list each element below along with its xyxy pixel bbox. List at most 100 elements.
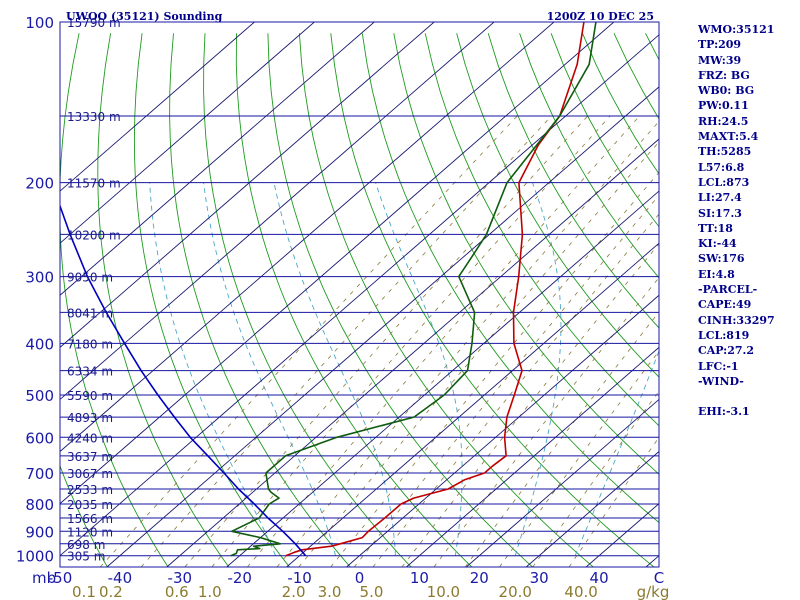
isotherm xyxy=(60,22,435,348)
mixing-ratio-line xyxy=(140,115,552,567)
dry-adiabat xyxy=(60,464,108,567)
isotherm xyxy=(60,22,495,401)
dry-adiabat xyxy=(298,33,594,567)
stat-line: EHI:-3.1 xyxy=(698,405,750,419)
dry-adiabat xyxy=(487,33,659,329)
stat-line: CAPE:49 xyxy=(698,298,752,312)
profile-lines xyxy=(60,22,597,557)
stat-line: L57:6.8 xyxy=(698,160,745,174)
temperature-tick-label: 40 xyxy=(590,569,609,587)
stat-line: WMO:35121 xyxy=(698,23,775,36)
temperature-tick-label: -50 xyxy=(48,569,73,587)
isotherm xyxy=(60,22,555,453)
dewpoint-line xyxy=(230,22,597,557)
temperature-tick-label: 0 xyxy=(355,569,365,587)
temperature-tick-label: -10 xyxy=(287,569,312,587)
isotherm xyxy=(60,22,375,296)
dry-adiabat xyxy=(424,33,659,427)
mixing-ratio-label: 0.2 xyxy=(99,583,123,600)
stat-line: KI:-44 xyxy=(698,237,737,251)
temperature-tick-label: C xyxy=(654,569,664,587)
stat-line: LFC:-1 xyxy=(698,359,739,373)
temperature-tick-label: 30 xyxy=(530,569,549,587)
isotherm xyxy=(286,242,659,567)
dry-adiabat xyxy=(97,33,230,567)
dry-adiabat xyxy=(0,33,47,567)
isotherm xyxy=(346,294,659,567)
height-label: 11570 m xyxy=(67,177,121,191)
dry-adiabat xyxy=(330,33,655,567)
isotherm xyxy=(226,190,659,567)
height-label: 15790 m xyxy=(67,16,121,30)
pressure-tick-label: 200 xyxy=(25,175,54,193)
stat-line: LI:27.4 xyxy=(698,191,742,205)
temperature-tick-label: -30 xyxy=(168,569,193,587)
stat-line: SW:176 xyxy=(698,252,745,266)
height-label: 6334 m xyxy=(67,365,113,379)
dry-adiabat xyxy=(169,33,351,567)
stat-line: -WIND- xyxy=(698,374,744,388)
stat-line: PW:0.11 xyxy=(698,99,749,113)
moist-adiabat xyxy=(574,349,659,556)
mixing-ratio-label: 0.6 xyxy=(165,583,189,600)
stat-line: RH:24.5 xyxy=(698,114,749,128)
temperature-tick-label: 10 xyxy=(410,569,429,587)
height-label: 3637 m xyxy=(67,450,113,464)
height-label: 3067 m xyxy=(67,467,113,481)
height-label: 13330 m xyxy=(67,110,121,124)
mixing-ratio-label: 1.0 xyxy=(198,583,222,600)
stat-line: LCL:819 xyxy=(698,328,750,342)
pressure-tick-label: 300 xyxy=(25,269,54,287)
parcel-line xyxy=(60,203,307,557)
dry-adiabat xyxy=(60,33,169,567)
stat-line: TP:209 xyxy=(698,38,742,52)
header-time: 1200Z 10 DEC 25 xyxy=(547,10,654,23)
isotherm xyxy=(406,346,659,567)
height-label: 8041 m xyxy=(67,306,113,320)
isotherm xyxy=(60,22,315,244)
stat-line: -PARCEL- xyxy=(698,283,758,297)
isotherm xyxy=(60,22,615,505)
mixing-ratio-label: 10.0 xyxy=(427,583,460,600)
isotherm xyxy=(60,22,255,192)
height-label: 698 m xyxy=(67,538,105,552)
height-label: 1120 m xyxy=(67,525,113,539)
dry-adiabat xyxy=(267,33,533,567)
height-label: 4893 m xyxy=(67,411,113,425)
temperature-tick-label: 20 xyxy=(470,569,489,587)
isotherm xyxy=(525,450,659,567)
header-station: UWOO (35121) Sounding xyxy=(66,10,223,23)
stat-line xyxy=(698,389,798,404)
pressure-tick-label: 100 xyxy=(25,14,54,32)
isotherm xyxy=(166,138,659,567)
isotherm xyxy=(465,398,659,567)
mb-unit-label: mb xyxy=(32,569,56,587)
stat-line: MAXT:5.4 xyxy=(698,130,759,144)
temperature-line xyxy=(285,22,585,557)
dry-adiabat xyxy=(203,33,412,567)
stat-line: LCL:873 xyxy=(698,175,750,189)
stat-line: EI:4.8 xyxy=(698,267,735,281)
stats-panel: WMO:35121 TP:209 MW:39 FRZ: BG WB0: BG PW:0.1… xyxy=(698,22,798,420)
temperature-tick-label: -40 xyxy=(108,569,133,587)
height-label: 305 m xyxy=(67,550,105,564)
mixing-ratio-label: 5.0 xyxy=(360,583,384,600)
height-label: 1566 m xyxy=(67,512,113,526)
height-labels: 15790 m 13330 m 11570 m 10200 m 9050 m 8041 m… xyxy=(67,16,121,564)
temperature-tick-label: -20 xyxy=(227,569,252,587)
mixing-ratio-label: 20.0 xyxy=(499,583,532,600)
stat-line: SI:17.3 xyxy=(698,206,742,220)
stat-line: CAP:27.2 xyxy=(698,344,755,358)
mixing-ratio-label: g/kg xyxy=(637,583,670,600)
dry-adiabat xyxy=(361,33,659,524)
mixing-ratio-label: 3.0 xyxy=(318,583,342,600)
stat-line: TT:18 xyxy=(698,221,733,235)
isotherm xyxy=(106,86,659,567)
isotherm xyxy=(60,34,659,557)
height-label: 9050 m xyxy=(67,271,113,285)
mixing-ratio-line xyxy=(298,141,659,567)
stat-line: FRZ: BG xyxy=(698,68,750,82)
background-lines xyxy=(0,22,659,567)
pressure-tick-label: 600 xyxy=(25,429,54,447)
